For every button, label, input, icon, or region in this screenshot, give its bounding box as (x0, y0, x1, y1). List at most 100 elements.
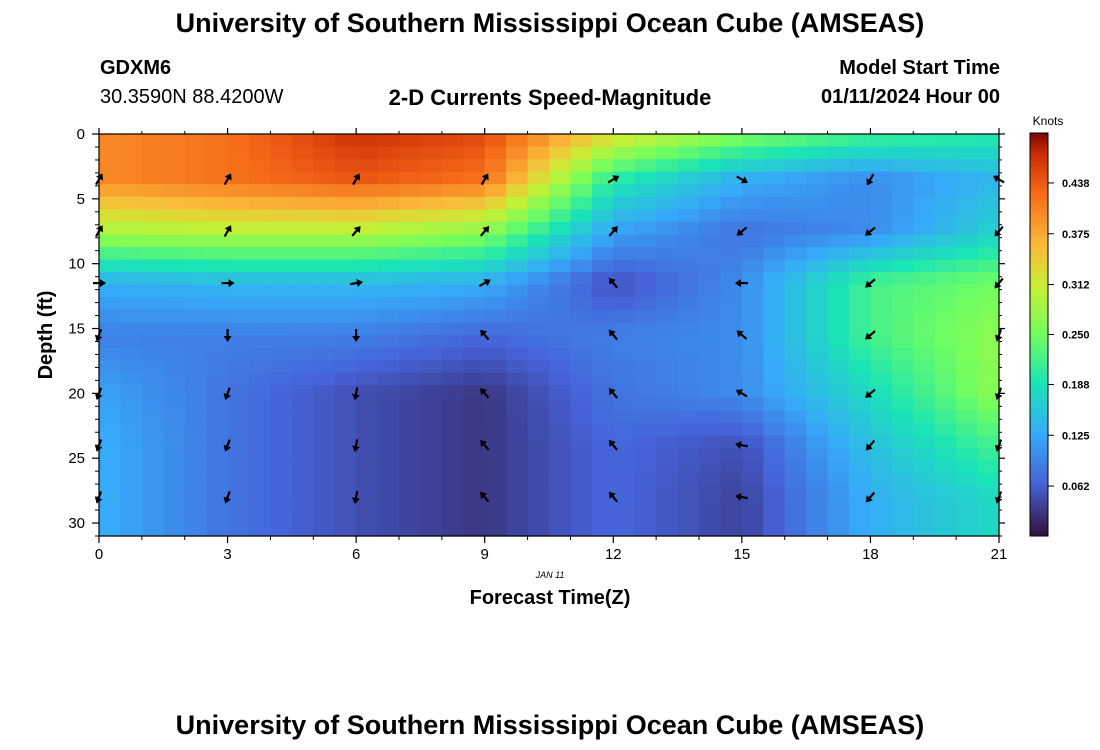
heatmap-cell (270, 221, 293, 236)
heatmap-cell (356, 422, 379, 437)
heatmap-cell (270, 159, 293, 173)
heatmap-cell (570, 196, 593, 210)
heatmap-cell (527, 422, 550, 437)
heatmap-cell (356, 234, 379, 248)
heatmap-cell (849, 159, 872, 173)
heatmap-cell (720, 498, 743, 512)
heatmap-cell (720, 234, 743, 248)
heatmap-cell (163, 410, 186, 424)
heatmap-cell (977, 397, 1000, 411)
heatmap-cell (206, 322, 229, 336)
heatmap-cell (720, 460, 743, 474)
heatmap-cell (484, 523, 507, 537)
heatmap-cell (399, 448, 422, 462)
heatmap-cell (484, 284, 507, 298)
heatmap-cell (656, 448, 679, 462)
heatmap-cell (806, 209, 829, 223)
heatmap-cell (720, 159, 743, 173)
heatmap-cell (763, 498, 786, 512)
heatmap-cell (399, 372, 422, 386)
heatmap-cell (570, 523, 593, 537)
heatmap-cell (784, 523, 807, 537)
heatmap-cell (141, 385, 164, 399)
heatmap-cell (484, 234, 507, 248)
heatmap-cell (549, 435, 572, 449)
heatmap-cell (227, 372, 250, 386)
heatmap-cell (334, 247, 357, 261)
heatmap-cell (549, 473, 572, 487)
heatmap-cell (527, 247, 550, 261)
heatmap-cell (141, 372, 164, 386)
heatmap-cell (934, 473, 957, 487)
heatmap-cell (506, 196, 529, 210)
heatmap-cell (527, 347, 550, 361)
y-tick-label: 20 (68, 385, 85, 402)
heatmap-cell (313, 422, 336, 437)
heatmap-cell (634, 259, 657, 273)
heatmap-cell (591, 309, 614, 324)
heatmap-cell (441, 335, 464, 349)
heatmap-cell (613, 209, 636, 223)
heatmap-cell (870, 473, 893, 487)
current-arrow (351, 225, 361, 237)
heatmap-cell (270, 146, 293, 160)
heatmap-cell (420, 510, 443, 525)
heatmap-cell (891, 284, 914, 298)
heatmap-cell (870, 335, 893, 349)
heatmap-cell (356, 322, 379, 336)
heatmap-cell (720, 284, 743, 298)
heatmap-cell (763, 485, 786, 499)
heatmap-cell (249, 297, 272, 311)
heatmap-cell (377, 335, 400, 349)
heatmap-cell (141, 297, 164, 311)
heatmap-cell (441, 473, 464, 487)
heatmap-cell (784, 410, 807, 424)
heatmap-cell (741, 510, 764, 525)
heatmap-cell (377, 485, 400, 499)
heatmap-cell (977, 221, 1000, 236)
heatmap-cell (763, 397, 786, 411)
heatmap-cell (463, 523, 486, 537)
heatmap-cell (977, 322, 1000, 336)
y-axis-title: Depth (ft) (35, 291, 57, 380)
heatmap-cell (227, 196, 250, 210)
heatmap-cell (763, 259, 786, 273)
heatmap-cell (420, 221, 443, 236)
heatmap-cell (763, 209, 786, 223)
heatmap-cell (741, 347, 764, 361)
heatmap-cell (591, 422, 614, 437)
heatmap-cell (849, 397, 872, 411)
heatmap-cell (249, 171, 272, 185)
heatmap-cell (977, 360, 1000, 374)
heatmap-cell (420, 196, 443, 210)
heatmap-cell (99, 410, 122, 424)
heatmap-cell (677, 259, 700, 273)
heatmap-cell (163, 422, 186, 437)
heatmap-cell (570, 335, 593, 349)
heatmap-cell (484, 435, 507, 449)
heatmap-cell (99, 385, 122, 399)
heatmap-cell (634, 460, 657, 474)
heatmap-cell (356, 309, 379, 324)
heatmap-cell (99, 297, 122, 311)
heatmap-cell (141, 284, 164, 298)
heatmap-cell (720, 360, 743, 374)
heatmap-cell (613, 347, 636, 361)
heatmap-cell (656, 209, 679, 223)
heatmap-cell (184, 196, 207, 210)
heatmap-cell (549, 209, 572, 223)
heatmap-cell (699, 234, 722, 248)
heatmap-cell (506, 523, 529, 537)
heatmap-cell (827, 171, 850, 185)
heatmap-cell (806, 134, 829, 148)
heatmap-cell (441, 322, 464, 336)
heatmap-cell (827, 510, 850, 525)
heatmap-cell (120, 146, 143, 160)
current-arrow (223, 329, 232, 342)
heatmap-cell (313, 498, 336, 512)
heatmap-cell (506, 247, 529, 261)
heatmap-cell (184, 159, 207, 173)
heatmap-cell (227, 297, 250, 311)
heatmap-cell (549, 485, 572, 499)
heatmap-cell (484, 498, 507, 512)
